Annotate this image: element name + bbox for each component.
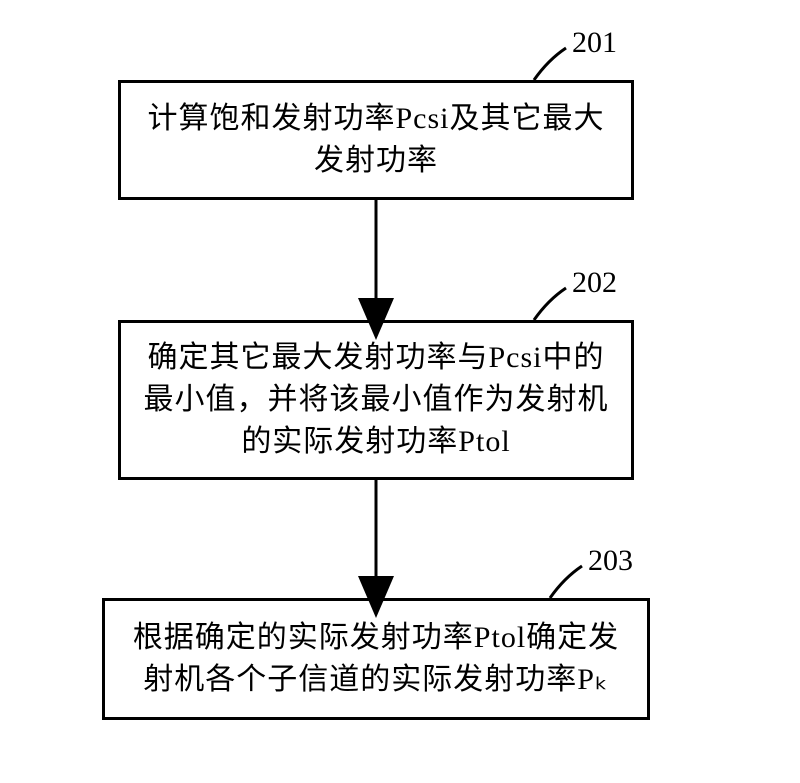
flow-node-202: 确定其它最大发射功率与Pcsi中的最小值，并将该最小值作为发射机的实际发射功率P… bbox=[118, 320, 634, 480]
flowchart-canvas: 计算饱和发射功率Pcsi及其它最大发射功率 201 确定其它最大发射功率与Pcs… bbox=[0, 0, 800, 783]
flow-node-201: 计算饱和发射功率Pcsi及其它最大发射功率 bbox=[118, 80, 634, 200]
flow-label-202: 202 bbox=[572, 266, 617, 300]
flow-node-201-text: 计算饱和发射功率Pcsi及其它最大发射功率 bbox=[141, 98, 611, 182]
label-connector-202 bbox=[534, 288, 566, 320]
flow-node-203: 根据确定的实际发射功率Ptol确定发射机各个子信道的实际发射功率Pₖ bbox=[102, 598, 650, 720]
flow-label-203: 203 bbox=[588, 544, 633, 578]
flow-node-203-text: 根据确定的实际发射功率Ptol确定发射机各个子信道的实际发射功率Pₖ bbox=[125, 617, 627, 701]
flow-node-202-text: 确定其它最大发射功率与Pcsi中的最小值，并将该最小值作为发射机的实际发射功率P… bbox=[141, 337, 611, 463]
label-connector-201 bbox=[534, 48, 566, 80]
label-connector-203 bbox=[550, 566, 582, 598]
flow-label-201: 201 bbox=[572, 26, 617, 60]
